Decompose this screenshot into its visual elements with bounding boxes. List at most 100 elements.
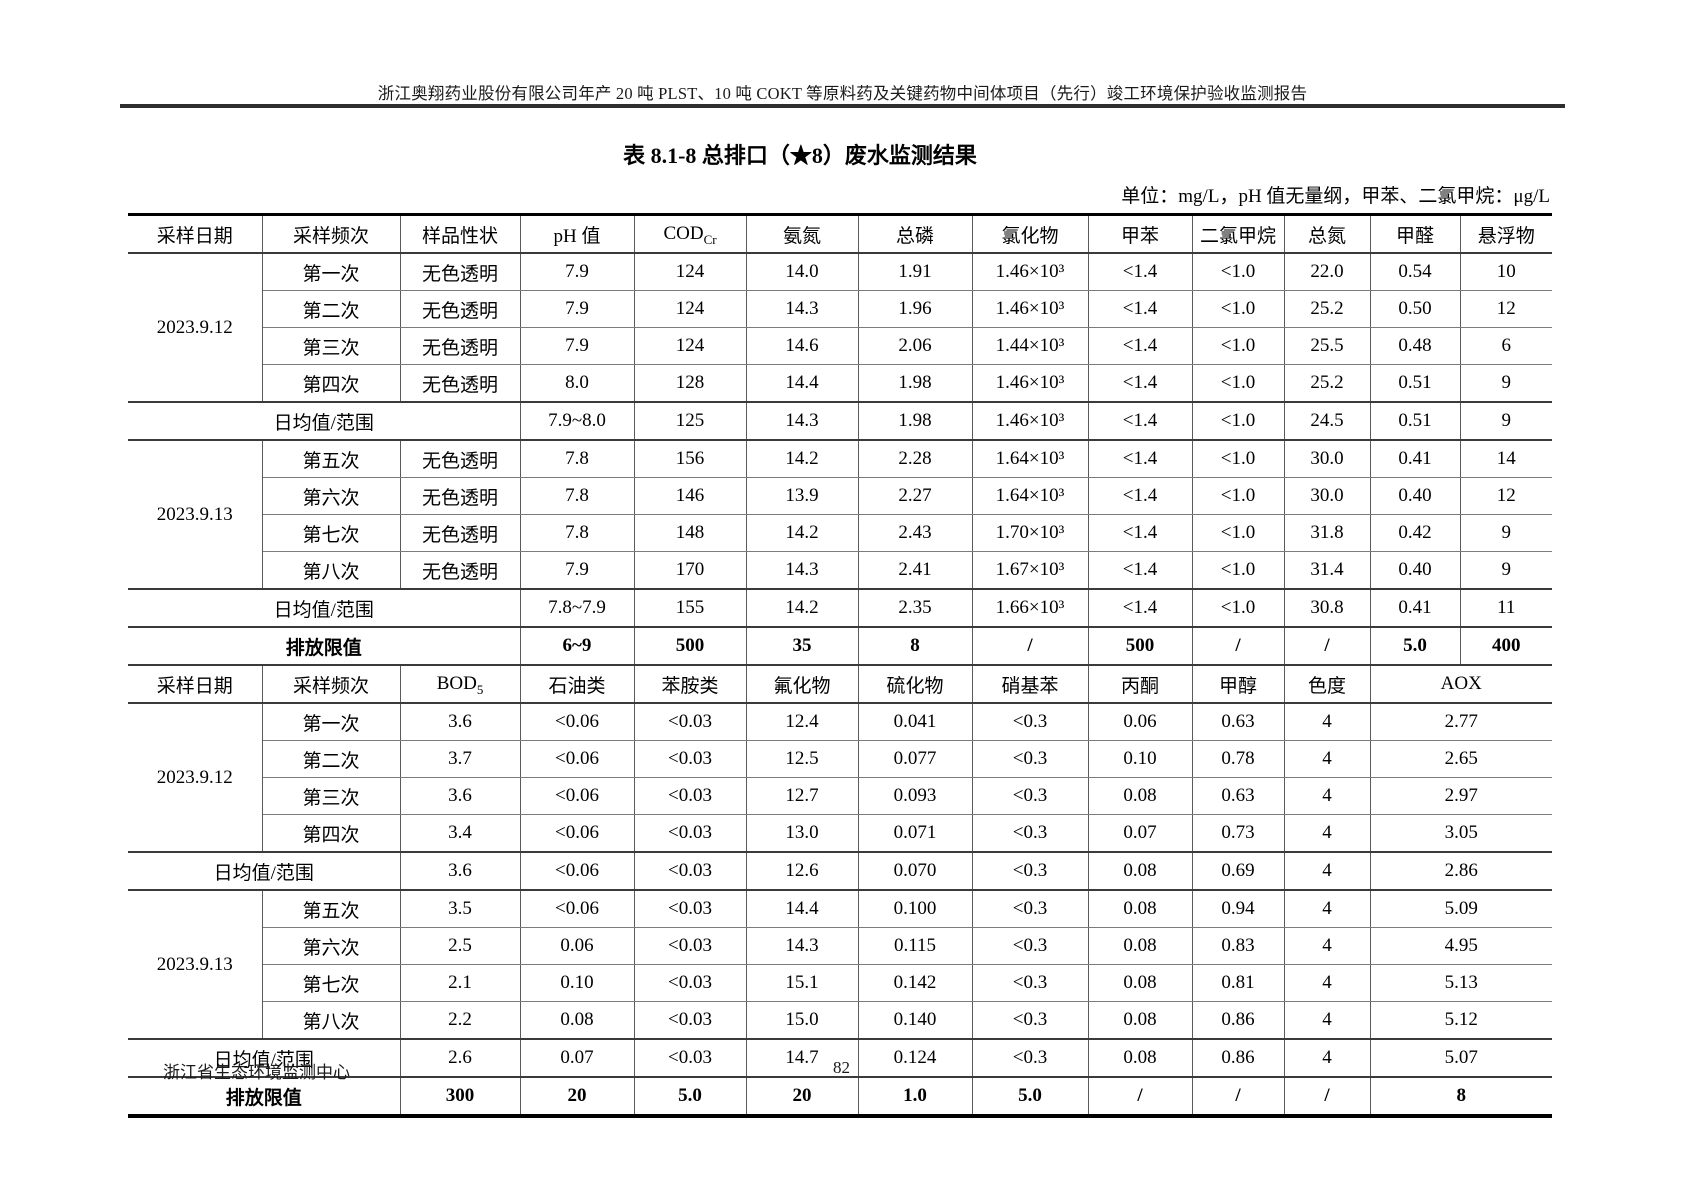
value-cell: 4: [1283, 777, 1371, 815]
daily-average-label-cell: 日均值/范围: [128, 401, 521, 441]
value-cell: 7.8~7.9: [519, 588, 635, 628]
column-header-cell: 二氯甲烷: [1191, 213, 1285, 254]
value-cell: 0.86: [1191, 1001, 1285, 1040]
value-cell: 14.0: [745, 252, 859, 291]
value-cell: 7.8: [519, 514, 635, 552]
value-cell: 0.42: [1369, 514, 1461, 552]
table-row: 第七次 2.1 0.10 <0.03 15.1 0.142 <0.3 0.08 0.81 4 5.1…: [128, 964, 1552, 1002]
value-cell: 7.8: [519, 439, 635, 478]
value-cell: 1.46×10³: [971, 364, 1089, 403]
value-cell: 170: [633, 551, 747, 590]
value-cell: 0.10: [1087, 740, 1193, 778]
value-cell: <0.03: [633, 1038, 747, 1078]
value-cell: 0.63: [1191, 702, 1285, 741]
value-cell: 5.0: [971, 1076, 1089, 1117]
value-cell: 4: [1283, 702, 1371, 741]
value-cell: <0.06: [519, 889, 635, 928]
value-cell: 5.12: [1369, 1001, 1552, 1040]
value-cell: 14.3: [745, 927, 859, 965]
value-cell: <0.03: [633, 851, 747, 891]
value-cell: 1.0: [857, 1076, 973, 1117]
table-row: 2023.9.13 第五次 无色透明 7.8 156 14.2 2.28 1.64×10³ <1…: [128, 439, 1552, 590]
table-row: 第六次 2.5 0.06 <0.03 14.3 0.115 <0.3 0.08 0.83 4 4.9…: [128, 927, 1552, 965]
value-cell: /: [971, 626, 1089, 666]
value-cell: 2.1: [399, 964, 521, 1002]
value-cell: 25.5: [1283, 327, 1371, 365]
value-cell: <1.0: [1191, 290, 1285, 328]
sample-frequency-cell: 第一次: [261, 252, 401, 291]
sample-date-cell: 2023.9.13: [128, 439, 263, 590]
value-cell: 0.093: [857, 777, 973, 815]
value-cell: 4: [1283, 964, 1371, 1002]
value-cell: <0.3: [971, 1001, 1089, 1040]
value-cell: 1.66×10³: [971, 588, 1089, 628]
value-cell: 30.0: [1283, 477, 1371, 515]
value-cell: 3.6: [399, 851, 521, 891]
column-header-cell: 苯胺类: [633, 664, 747, 704]
value-cell: 20: [745, 1076, 859, 1117]
value-cell: 1.64×10³: [971, 477, 1089, 515]
column-header-cell: 氨氮: [745, 213, 859, 254]
emission-limit-label-cell: 排放限值: [128, 626, 521, 666]
table-row: 2023.9.12 第一次 无色透明 7.9 124 14.0 1.91 1.46×10³ <1…: [128, 252, 1552, 403]
value-cell: 0.08: [1087, 1001, 1193, 1040]
value-cell: <1.0: [1191, 327, 1285, 365]
value-cell: 0.78: [1191, 740, 1285, 778]
value-cell: 1.44×10³: [971, 327, 1089, 365]
value-cell: 14.4: [745, 889, 859, 928]
value-cell: 3.7: [399, 740, 521, 778]
sample-frequency-cell: 第六次: [262, 927, 401, 965]
value-cell: 148: [633, 514, 747, 552]
value-cell: 124: [633, 252, 747, 291]
column-header-cell: 甲醇: [1191, 664, 1285, 704]
table-row: 第八次 无色透明 7.9 170 14.3 2.41 1.67×10³ <1.4 <1.0 31.…: [128, 551, 1552, 590]
value-cell: 2.35: [857, 588, 973, 628]
column-header-cell: 石油类: [519, 664, 635, 704]
value-cell: <1.4: [1087, 401, 1193, 441]
value-cell: <0.03: [633, 814, 747, 853]
unit-note: 单位：mg/L，pH 值无量纲，甲苯、二氯甲烷：μg/L: [1121, 186, 1550, 207]
value-cell: 0.51: [1369, 401, 1461, 441]
sample-appearance-cell: 无色透明: [399, 327, 521, 365]
value-cell: <1.4: [1087, 252, 1193, 291]
sample-appearance-cell: 无色透明: [399, 252, 521, 291]
sample-frequency-cell: 第五次: [261, 889, 401, 928]
daily-average-row: 日均值/范围 3.6 <0.06 <0.03 12.6 0.070 <0.3 0.08 0.69…: [128, 851, 1552, 891]
daily-average-row: 日均值/范围 7.9~8.0 125 14.3 1.98 1.46×10³ <1.4 <1.0…: [128, 401, 1552, 441]
value-cell: 6: [1459, 327, 1552, 365]
sample-frequency-cell: 第八次: [262, 1001, 401, 1040]
value-cell: 14.2: [745, 439, 859, 478]
value-cell: 2.65: [1369, 740, 1552, 778]
column-header-cell: 硝基苯: [971, 664, 1089, 704]
value-cell: 0.071: [857, 814, 973, 853]
value-cell: 500: [633, 626, 747, 666]
value-cell: 15.1: [745, 964, 859, 1002]
sample-frequency-cell: 第二次: [262, 290, 401, 328]
page-number: 82: [833, 1058, 850, 1077]
footer-organization: 浙江省生态环境监测中心: [163, 1063, 350, 1082]
value-cell: 0.077: [857, 740, 973, 778]
subscript: 5: [476, 681, 484, 697]
value-cell: 4: [1283, 740, 1371, 778]
value-cell: <0.03: [633, 777, 747, 815]
value-cell: 3.6: [399, 777, 521, 815]
column-header-cell: 采样频次: [261, 664, 401, 704]
value-cell: 2.77: [1369, 702, 1552, 741]
table-container: 采样日期 采样频次 样品性状 pH 值 CODCr 氨氮 总磷 氯化物 甲苯 二氯甲烷 总氮 甲醛 悬浮…: [128, 213, 1552, 1118]
value-cell: <0.03: [633, 889, 747, 928]
value-cell: 12.4: [745, 702, 859, 741]
value-cell: 0.08: [1087, 964, 1193, 1002]
value-cell: 4: [1283, 927, 1371, 965]
value-cell: 2.43: [857, 514, 973, 552]
table-row: 第八次 2.2 0.08 <0.03 15.0 0.140 <0.3 0.08 0.86 4 5.1…: [128, 1001, 1552, 1040]
value-cell: 20: [519, 1076, 635, 1117]
value-cell: <1.0: [1191, 514, 1285, 552]
sample-appearance-cell: 无色透明: [399, 551, 521, 590]
value-cell: 35: [745, 626, 859, 666]
value-cell: 124: [633, 290, 747, 328]
value-cell: 500: [1087, 626, 1193, 666]
value-cell: 2.06: [857, 327, 973, 365]
value-cell: <1.0: [1191, 364, 1285, 403]
column-header-cell: 总氮: [1283, 213, 1371, 254]
value-cell: /: [1191, 1076, 1285, 1117]
